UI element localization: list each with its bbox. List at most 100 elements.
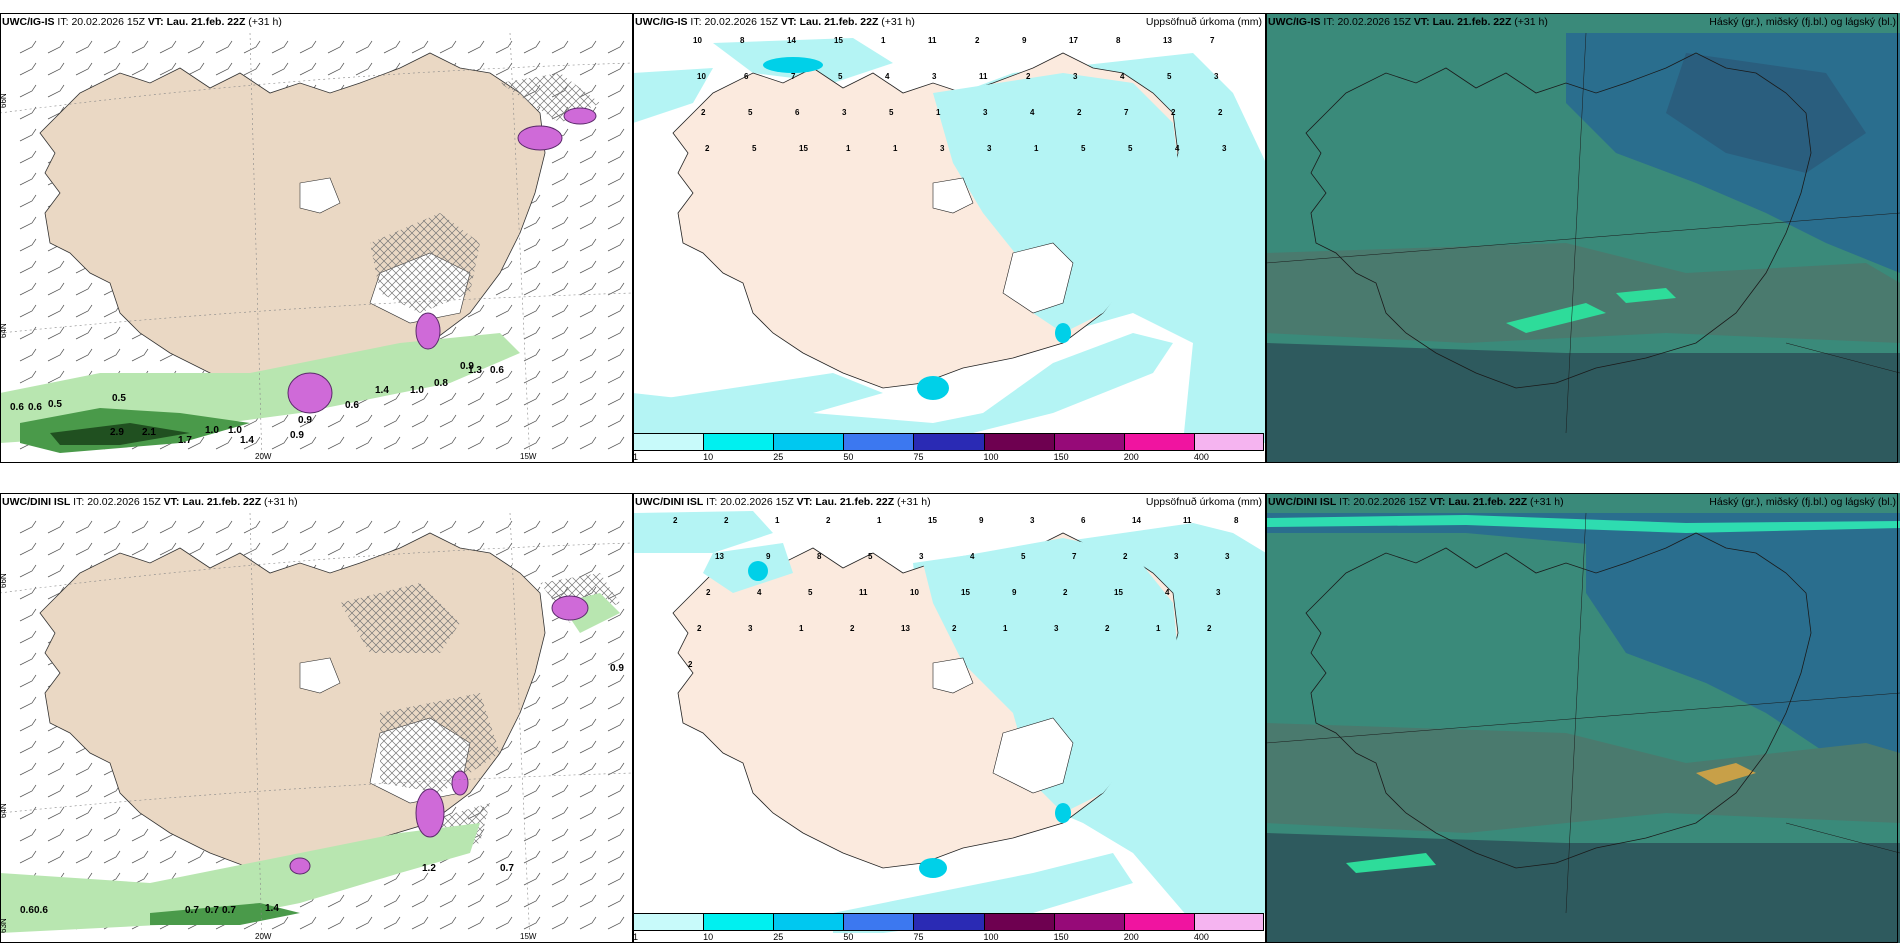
value-label: 3 (748, 624, 753, 633)
wind-barb (327, 436, 345, 450)
wind-barb (327, 62, 345, 76)
precip-value-labels: 10 8 14 15 1 11 2 9 17 8 13 710 6 7 5 4 3 11 2 3 4 5 32 5 6 3 5 1 3 4… (693, 36, 1227, 153)
wind-barb (47, 84, 65, 98)
value-label: 10 (697, 72, 706, 81)
valid-time: Lau. 21.feb. 22Z (815, 496, 895, 508)
wind-barb (579, 542, 597, 556)
iceland-outline (1305, 532, 1812, 869)
wind-barb (187, 40, 205, 54)
wind-barb (467, 436, 485, 450)
value-label: 11 (979, 72, 988, 81)
purple-contour (415, 788, 445, 838)
wind-barb (607, 608, 625, 622)
lead-time: (+31 h) (881, 16, 915, 28)
value-label: 1 (775, 516, 780, 525)
colorbar-segment (633, 433, 704, 451)
cloud-layer (1266, 343, 1900, 463)
value-label: 5 (838, 72, 843, 81)
wind-barb (355, 520, 373, 534)
hatch-area (370, 213, 480, 313)
panel-title: Uppsöfnuð úrkoma (mm) (1145, 496, 1262, 508)
wind-barb (75, 784, 93, 798)
value-label: 15 (961, 588, 970, 597)
wind-barb (607, 304, 625, 318)
wind-barb (495, 62, 513, 76)
vt-label: VT: (796, 496, 813, 508)
wind-barb (243, 62, 261, 76)
value-label: 1.0 (205, 425, 219, 436)
wind-barb (411, 392, 429, 406)
value-label: 0.8 (434, 378, 448, 389)
value-label: 2 (688, 660, 693, 669)
model-name: UWC/IG-IS (1268, 16, 1321, 28)
wind-barb (551, 520, 569, 534)
value-label: 13 (1163, 36, 1172, 45)
cloud-map (1266, 13, 1900, 463)
wind-barb (607, 370, 625, 384)
precip-area (633, 373, 883, 423)
value-label: 2 (705, 144, 710, 153)
wind-barb (439, 326, 457, 340)
precip-area (933, 73, 1178, 333)
wind-barb (523, 520, 541, 534)
purple-contour (415, 312, 441, 350)
wind-barb (523, 282, 541, 296)
wind-barb (439, 414, 457, 428)
wind-barb (551, 150, 569, 164)
precip-area (1055, 323, 1071, 343)
precip-colorbar (633, 913, 1264, 931)
wind-barb (187, 62, 205, 76)
value-label: 2 (1218, 108, 1223, 117)
wind-barb (467, 784, 485, 798)
glacier (299, 177, 341, 214)
wind-barb (439, 872, 457, 886)
wind-barb (187, 520, 205, 534)
value-label: 5 (808, 588, 813, 597)
glacier (992, 717, 1074, 794)
wind-barb (411, 520, 429, 534)
wind-barb (439, 436, 457, 450)
wind-barb (607, 784, 625, 798)
graticule (1266, 32, 1900, 434)
valid-time: Lau. 21.feb. 22Z (1448, 496, 1528, 508)
wind-barb (579, 392, 597, 406)
wind-barb (607, 872, 625, 886)
value-label: 2 (1026, 72, 1031, 81)
value-label: 3 (987, 144, 992, 153)
wind-barb (19, 696, 37, 710)
value-label: 4 (757, 588, 762, 597)
wind-barb (19, 564, 37, 578)
wind-barb (607, 282, 625, 296)
green-contour (150, 903, 300, 925)
wind-barb (19, 762, 37, 776)
wind-barb (75, 62, 93, 76)
wind-barb (607, 62, 625, 76)
value-label: 9 (979, 516, 984, 525)
wind-barb (19, 520, 37, 534)
value-label: 11 (1183, 516, 1192, 525)
wind-barb (327, 542, 345, 556)
wind-barb (523, 238, 541, 252)
wind-barb (187, 436, 205, 450)
value-label: 2 (701, 108, 706, 117)
wind-barb (607, 718, 625, 732)
green-contour (0, 823, 480, 933)
wind-barb (467, 916, 485, 930)
value-label: 13 (715, 552, 724, 561)
wind-barb (131, 542, 149, 556)
wind-barb (551, 260, 569, 274)
wind-barb (579, 216, 597, 230)
wind-barb (579, 238, 597, 252)
wind-barb (299, 436, 317, 450)
wind-barb (75, 850, 93, 864)
glacier (299, 657, 341, 694)
wind-barb (243, 520, 261, 534)
wind-barb (103, 348, 121, 362)
wind-barb (159, 520, 177, 534)
value-label: 4 (1030, 108, 1035, 117)
lead-time: (+31 h) (264, 496, 298, 508)
wind-barb (495, 850, 513, 864)
value-label: 11 (859, 588, 868, 597)
wind-barb (47, 326, 65, 340)
lead-time: (+31 h) (1514, 16, 1548, 28)
